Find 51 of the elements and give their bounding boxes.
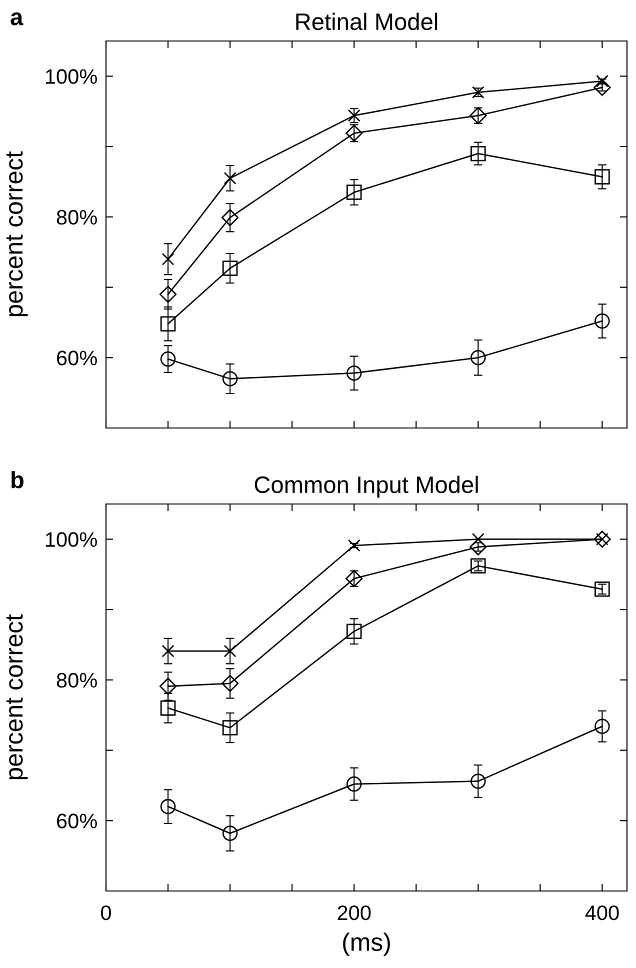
x-axis-title: (ms)	[343, 932, 390, 956]
point	[470, 558, 486, 574]
y-axis-title: percent correct	[6, 614, 28, 780]
point	[470, 107, 487, 124]
point	[346, 570, 363, 588]
text: b	[12, 470, 24, 488]
point	[222, 826, 238, 841]
point	[160, 798, 176, 814]
x-tick-label: 0	[101, 905, 111, 920]
x-tick-label: 200	[338, 905, 371, 920]
point	[596, 74, 608, 88]
point	[594, 582, 610, 597]
point	[470, 146, 486, 162]
point	[222, 371, 238, 386]
point	[346, 624, 362, 639]
y-axis-title: percent correct	[6, 151, 28, 316]
point	[160, 351, 176, 367]
point	[346, 184, 362, 200]
point	[594, 78, 611, 96]
point	[221, 674, 239, 692]
chart-title: Common Input Model	[254, 476, 478, 498]
point	[348, 539, 360, 552]
point	[594, 313, 610, 329]
y-tick-label: 100%	[46, 69, 97, 84]
point	[159, 678, 177, 695]
y-tick-label: 80%	[56, 672, 97, 688]
point	[224, 644, 236, 658]
point	[346, 776, 362, 792]
point	[594, 169, 610, 184]
y-tick-label: 60%	[57, 814, 97, 828]
point	[160, 316, 176, 332]
point	[222, 720, 238, 736]
y-tick-label: 60%	[57, 350, 97, 366]
point	[470, 350, 486, 366]
x-tick-label: 400	[585, 905, 619, 920]
point	[224, 172, 236, 184]
point	[594, 718, 610, 734]
point	[470, 538, 487, 556]
point	[160, 700, 176, 716]
point	[162, 644, 174, 658]
text: a	[10, 12, 24, 26]
y-tick-label: 80%	[56, 210, 97, 225]
point	[221, 209, 239, 226]
point	[472, 532, 484, 546]
chart-title: Retinal Model	[296, 12, 438, 30]
point	[162, 252, 174, 266]
point	[222, 260, 238, 276]
y-tick-label: 100%	[46, 532, 97, 547]
point	[159, 286, 177, 303]
point	[470, 774, 486, 789]
point	[346, 365, 362, 381]
